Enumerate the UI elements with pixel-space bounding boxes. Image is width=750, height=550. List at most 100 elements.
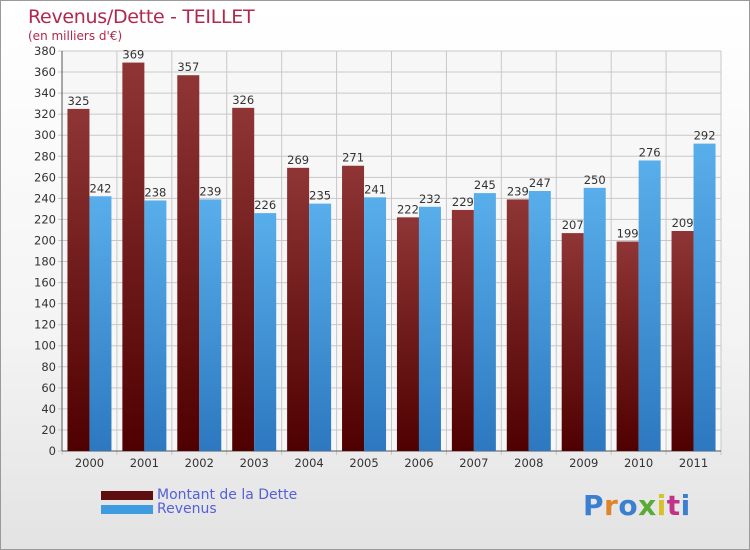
legend-label-debt: Montant de la Dette	[157, 487, 298, 503]
data-label-debt: 325	[67, 94, 89, 108]
chart-subtitle: (en milliers d'€)	[28, 29, 123, 43]
bar-revenus	[418, 206, 441, 451]
grid-lines	[58, 50, 722, 455]
y-tick-label: 300	[34, 128, 56, 142]
data-label-revenus: 239	[199, 184, 221, 198]
chart-title: Revenus/Dette - TEILLET	[28, 6, 255, 28]
data-label-revenus: 241	[364, 182, 386, 196]
y-tick-label: 80	[41, 360, 56, 374]
bar-debt	[561, 233, 584, 451]
bar-revenus	[309, 203, 332, 451]
x-tick-label: 2003	[240, 456, 269, 470]
data-label-debt: 271	[342, 151, 364, 165]
y-tick-label: 340	[34, 86, 56, 100]
data-label-revenus: 232	[419, 192, 441, 206]
bars	[67, 62, 716, 452]
x-tick-label: 2009	[569, 456, 598, 470]
logo-letter: P	[583, 489, 605, 522]
bar-debt	[122, 62, 145, 451]
x-tick-label: 2002	[185, 456, 214, 470]
bar-debt	[616, 241, 639, 451]
bar-debt	[671, 231, 694, 451]
x-tick-label: 2010	[624, 456, 653, 470]
bar-revenus	[199, 199, 222, 451]
legend-item-revenus: Revenus	[101, 501, 217, 517]
bar-debt	[506, 199, 529, 451]
bar-revenus	[693, 143, 716, 451]
x-tick-label: 2001	[130, 456, 159, 470]
data-label-debt: 209	[672, 216, 694, 230]
y-tick-label: 140	[34, 297, 56, 311]
data-label-debt: 229	[452, 195, 474, 209]
proxiti-logo: Proxiti	[583, 489, 691, 522]
bar-revenus	[528, 191, 551, 451]
x-tick-label: 2000	[75, 456, 104, 470]
bar-debt	[287, 167, 310, 451]
y-tick-label: 60	[41, 381, 56, 395]
data-label-revenus: 235	[309, 189, 331, 203]
y-tick-label: 240	[34, 191, 56, 205]
data-label-revenus: 238	[144, 185, 166, 199]
y-tick-label: 0	[49, 444, 56, 458]
bar-revenus	[144, 200, 167, 451]
y-tick-label: 280	[34, 149, 56, 163]
logo-letter: r	[604, 489, 619, 522]
bar-revenus	[638, 160, 661, 451]
data-label-revenus: 242	[89, 181, 111, 195]
x-tick-label: 2006	[404, 456, 433, 470]
y-tick-label: 360	[34, 65, 56, 79]
y-tick-label: 200	[34, 233, 56, 247]
bar-revenus	[254, 213, 277, 451]
legend-item-debt: Montant de la Dette	[101, 487, 297, 503]
data-label-debt: 269	[287, 153, 309, 167]
logo-letter: o	[618, 489, 639, 522]
data-label-revenus: 226	[254, 198, 276, 212]
y-tick-label: 100	[34, 339, 56, 353]
x-tick-label: 2008	[514, 456, 543, 470]
bar-debt	[232, 107, 255, 451]
bar-debt	[451, 209, 474, 451]
data-label-debt: 326	[232, 93, 254, 107]
data-label-debt: 207	[562, 218, 584, 232]
data-label-debt: 369	[122, 48, 144, 62]
data-label-revenus: 292	[694, 129, 716, 143]
x-tick-label: 2011	[679, 456, 708, 470]
data-label-debt: 222	[397, 202, 419, 216]
y-tick-label: 40	[41, 402, 56, 416]
bar-revenus	[89, 196, 112, 451]
bar-revenus	[364, 197, 387, 451]
y-tick-label: 120	[34, 318, 56, 332]
x-tick-label: 2004	[294, 456, 323, 470]
data-label-revenus: 245	[474, 178, 496, 192]
bar-debt	[342, 165, 365, 451]
logo-letter: x	[638, 489, 657, 522]
data-label-debt: 239	[507, 184, 529, 198]
logo-letter: i	[680, 489, 691, 522]
data-label-debt: 357	[177, 60, 199, 74]
bar-debt	[67, 108, 90, 451]
bar-debt	[177, 75, 200, 452]
data-label-revenus: 276	[639, 145, 661, 159]
bar-revenus	[473, 193, 496, 451]
x-tick-label: 2005	[349, 456, 378, 470]
legend-label-revenus: Revenus	[157, 501, 217, 517]
y-tick-label: 220	[34, 212, 56, 226]
x-tick-label: 2007	[459, 456, 488, 470]
legend-swatch-revenus	[101, 504, 153, 514]
data-label-revenus: 247	[529, 176, 551, 190]
y-tick-label: 320	[34, 107, 56, 121]
logo-letter: i	[656, 489, 667, 522]
y-tick-label: 20	[41, 423, 56, 437]
legend-swatch-debt	[101, 490, 153, 500]
y-tick-label: 260	[34, 170, 56, 184]
logo-letter: t	[666, 489, 681, 522]
data-label-revenus: 250	[584, 173, 606, 187]
y-tick-label: 180	[34, 255, 56, 269]
y-tick-label: 160	[34, 276, 56, 290]
bar-debt	[396, 217, 419, 451]
labels: 0 20 40 60 80 100 120 140 160 180 200 220 240 260 280 3…	[34, 44, 715, 470]
bar-revenus	[583, 187, 606, 451]
data-label-debt: 199	[617, 227, 639, 241]
